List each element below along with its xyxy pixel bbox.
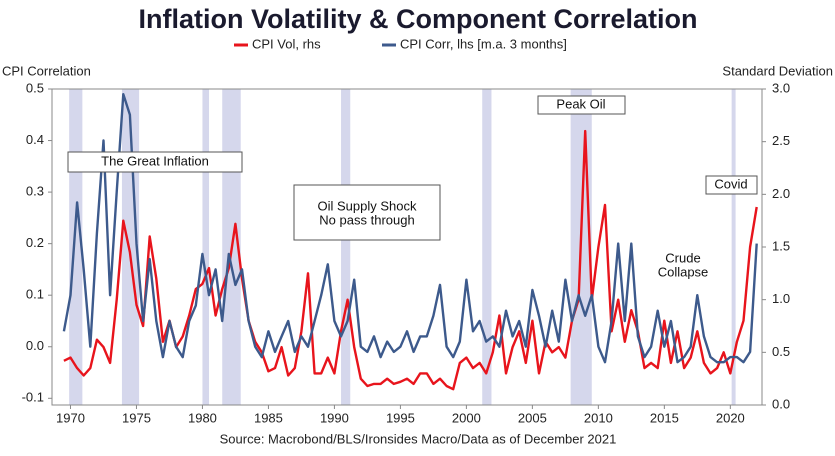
y2-tick-label: 0.5 [772, 344, 790, 359]
y-tick-label: 0.1 [26, 287, 44, 302]
y2-tick-label: 3.0 [772, 80, 790, 95]
y2-tick-label: 2.5 [772, 133, 790, 148]
series-line [62, 93, 758, 364]
y-tick-label: 0.4 [26, 132, 44, 147]
y-tick-label: 0.3 [26, 184, 44, 199]
x-tick-label: 2015 [650, 410, 679, 425]
annotation-box [293, 184, 441, 241]
legend-label: CPI Vol, rhs [252, 36, 321, 51]
x-tick-label: 2000 [452, 410, 481, 425]
x-tick-label: 1985 [254, 410, 283, 425]
y2-tick-label: 1.5 [772, 238, 790, 253]
y-axis-label: CPI Correlation [2, 63, 91, 78]
recession-band [202, 89, 210, 405]
y2-axis-label: Standard Deviation [722, 63, 833, 78]
recession-band [731, 89, 736, 405]
annotation: Collapse [658, 264, 709, 279]
x-tick-label: 1995 [386, 410, 415, 425]
recession-band [482, 89, 492, 405]
x-tick-label: 2005 [518, 410, 547, 425]
y-tick-label: -0.1 [22, 390, 44, 405]
x-tick-label: 2020 [716, 410, 745, 425]
y-tick-label: 0.5 [26, 80, 44, 95]
annotation-box [67, 151, 243, 173]
annotation-box [537, 95, 626, 115]
y2-tick-label: 1.0 [772, 291, 790, 306]
annotation: No pass through [319, 212, 414, 227]
y2-tick-label: 2.0 [772, 186, 790, 201]
x-tick-label: 1975 [122, 410, 151, 425]
recession-band [341, 89, 351, 405]
x-tick-label: 1980 [188, 410, 217, 425]
x-tick-label: 1990 [320, 410, 349, 425]
annotation: Covid [714, 176, 747, 191]
y-tick-label: 0.0 [26, 338, 44, 353]
y-tick-label: 0.2 [26, 235, 44, 250]
y2-tick-label: 0.0 [772, 396, 790, 411]
legend-label: CPI Corr, lhs [m.a. 3 months] [400, 36, 567, 51]
annotation: Crude [665, 250, 700, 265]
annotation: The Great Inflation [101, 153, 209, 168]
x-tick-label: 2010 [584, 410, 613, 425]
plot-frame [51, 88, 763, 406]
chart-title: Inflation Volatility & Component Correla… [139, 4, 698, 34]
x-tick-label: 1970 [56, 410, 85, 425]
annotation: Peak Oil [556, 96, 605, 111]
annotation: Oil Supply Shock [318, 198, 417, 213]
annotation-box [705, 175, 758, 195]
source: Source: Macrobond/BLS/Ironsides Macro/Da… [220, 431, 617, 446]
